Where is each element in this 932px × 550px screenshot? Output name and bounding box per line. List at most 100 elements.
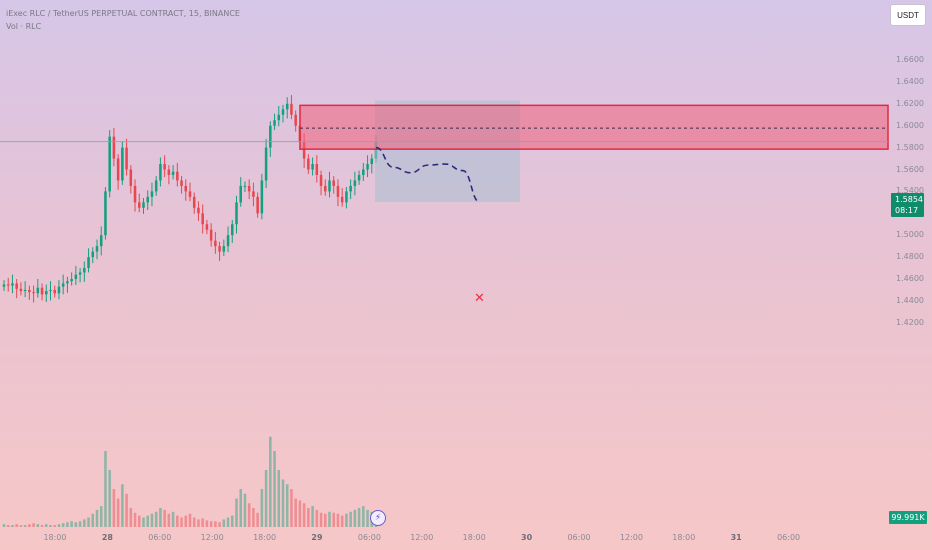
candle	[239, 177, 242, 207]
volume-bar	[256, 512, 259, 527]
candle	[328, 171, 331, 198]
candle	[311, 157, 314, 176]
x-tick-label: 06:00	[148, 533, 172, 542]
x-tick-label: 18:00	[462, 533, 486, 542]
volume-bar	[366, 509, 369, 527]
candle	[53, 285, 56, 298]
candle	[205, 219, 209, 235]
volume-bar	[70, 521, 73, 527]
volume-bar	[281, 479, 285, 527]
y-tick-label: 1.6600	[896, 55, 924, 64]
volume-bar	[11, 525, 14, 527]
candle	[252, 182, 255, 207]
candle	[231, 219, 234, 243]
volume-bar	[192, 517, 196, 527]
candle	[171, 165, 175, 180]
candle	[133, 179, 137, 212]
candle	[32, 285, 35, 303]
volume-bar	[49, 525, 52, 527]
volume-indicator-label: Vol · RLC	[6, 22, 42, 31]
volume-bar	[311, 506, 314, 527]
last-price-badge: 1.5854 08:17	[891, 193, 924, 217]
volume-bar	[121, 484, 124, 527]
candle	[28, 285, 31, 300]
candle	[226, 226, 230, 253]
volume-bar	[87, 517, 90, 527]
volume-bar	[32, 523, 35, 527]
last-price-value: 1.5854	[895, 195, 923, 204]
volume-bar	[125, 493, 128, 527]
candle	[315, 155, 319, 183]
volume-bar	[154, 511, 158, 527]
candle	[78, 268, 82, 283]
candle	[281, 104, 285, 123]
candle	[57, 280, 61, 300]
volume-bar	[146, 515, 149, 527]
y-tick-label: 1.4800	[896, 252, 924, 262]
candle	[150, 182, 154, 207]
candle	[66, 276, 69, 293]
candle	[218, 241, 221, 261]
volume-layer	[2, 436, 378, 527]
x-tick-label: 12:00	[410, 533, 434, 542]
volume-bar	[180, 517, 183, 527]
volume-bar	[273, 451, 276, 527]
candle	[247, 179, 251, 200]
candle	[188, 182, 192, 202]
candle	[87, 248, 90, 273]
candle	[294, 110, 297, 132]
candle	[357, 170, 361, 185]
candle	[336, 179, 340, 207]
volume-bar	[294, 498, 297, 527]
resistance-zone[interactable]	[299, 104, 889, 150]
candle	[370, 154, 374, 174]
y-tick-label: 1.5800	[896, 142, 924, 152]
x-tick-label: 30	[521, 533, 533, 542]
volume-bar	[188, 513, 192, 527]
volume-bar	[83, 519, 86, 527]
x-tick-label: 06:00	[777, 533, 801, 542]
volume-bar	[129, 508, 133, 527]
candle	[235, 195, 238, 234]
volume-bar	[243, 493, 247, 527]
volume-bar	[260, 489, 264, 527]
volume-bar	[324, 513, 327, 527]
candle	[324, 179, 327, 196]
candle	[40, 283, 44, 301]
candle	[138, 193, 141, 213]
volume-bar	[362, 506, 365, 527]
volume-bar	[315, 509, 319, 527]
candle	[264, 138, 268, 189]
y-tick-label: 1.5600	[896, 164, 924, 174]
x-tick-label: 29	[311, 533, 323, 542]
x-tick-label: 06:00	[357, 533, 381, 542]
volume-bar	[357, 508, 361, 527]
candle	[345, 187, 348, 209]
volume-bar	[184, 515, 188, 527]
x-marker-icon: ✕	[474, 291, 485, 306]
currency-button[interactable]: USDT	[890, 4, 926, 26]
volume-bar	[45, 524, 48, 527]
volume-bar	[138, 515, 141, 527]
candle	[99, 226, 103, 256]
volume-bar	[53, 525, 56, 527]
volume-bar	[252, 508, 255, 527]
candle	[116, 154, 120, 190]
candle	[366, 155, 369, 178]
volume-bar	[336, 513, 340, 527]
volume-bar	[345, 513, 348, 527]
volume-bar	[319, 512, 323, 527]
volume-bar	[239, 489, 242, 527]
candle	[307, 154, 310, 174]
volume-bar	[95, 509, 99, 527]
volume-bar	[99, 506, 103, 527]
candle	[269, 121, 272, 157]
volume-bar	[78, 521, 82, 527]
volume-bar	[167, 513, 171, 527]
volume-bar	[353, 509, 357, 527]
projected-path[interactable]	[375, 146, 481, 204]
candle	[209, 223, 213, 247]
lightning-icon[interactable]: ⚡	[370, 510, 386, 526]
candle	[243, 181, 247, 192]
